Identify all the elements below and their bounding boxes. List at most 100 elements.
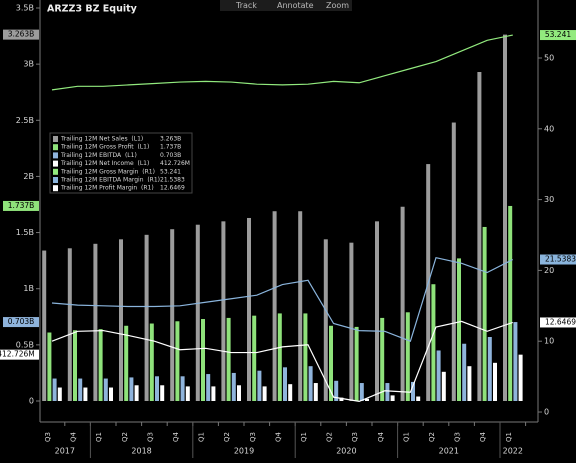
year-label: 2020 xyxy=(336,447,356,456)
bar xyxy=(303,313,308,402)
y2-tick-label: 0 xyxy=(544,408,549,417)
x-tick-label: Q4 xyxy=(377,431,385,442)
legend-swatch xyxy=(53,136,58,142)
bar xyxy=(385,383,390,402)
year-label: 2022 xyxy=(503,447,523,456)
line xyxy=(51,320,513,403)
chart-title: ARZZ3 BZ Equity xyxy=(47,4,138,15)
legend: Trailing 12M Net Sales (L1) 3.263B Trailin… xyxy=(49,132,193,194)
bar xyxy=(365,398,369,402)
bar xyxy=(272,211,277,402)
annotate-button[interactable]: Annotate xyxy=(277,1,314,10)
legend-label: Trailing 12M Gross Margin (R1) xyxy=(60,168,155,175)
value-tag xyxy=(3,317,39,328)
bar xyxy=(206,374,211,402)
bar xyxy=(149,323,154,402)
y-tick-label: 2B xyxy=(23,172,34,181)
bar xyxy=(98,329,103,402)
x-tick-label: Q4 xyxy=(274,431,282,442)
line xyxy=(51,256,514,343)
bar xyxy=(477,72,482,402)
y-tick-label: 1.5B xyxy=(16,228,34,237)
y2-tick-label: 10 xyxy=(544,337,554,346)
bar xyxy=(416,396,421,402)
legend-swatch xyxy=(53,144,58,151)
toolbar xyxy=(220,0,352,11)
bar xyxy=(359,383,364,402)
bar xyxy=(467,366,472,402)
bar xyxy=(67,248,72,402)
bar xyxy=(349,242,354,402)
x-tick-label: Q1 xyxy=(95,432,103,442)
bar xyxy=(155,376,159,402)
y-tick-label: 0.5B xyxy=(16,340,34,349)
x-tick-label: Q1 xyxy=(300,432,308,442)
legend-value: 412.726M xyxy=(160,160,190,167)
bar xyxy=(508,205,513,402)
year-label: 2019 xyxy=(234,447,254,456)
bar xyxy=(313,383,318,402)
bar xyxy=(109,387,113,402)
y2-tick-label: 50 xyxy=(544,53,554,62)
year-label: 2017 xyxy=(55,447,75,456)
bar xyxy=(73,330,77,402)
bar xyxy=(262,386,267,402)
bar xyxy=(288,384,293,402)
value-tag-label: 21.5383 xyxy=(545,255,576,264)
bar xyxy=(380,317,385,402)
x-tick-label: Q4 xyxy=(172,431,180,442)
legend-swatch xyxy=(53,168,58,175)
legend-value: 0.703B xyxy=(160,152,181,159)
bar xyxy=(201,319,205,402)
legend-value: 3.263B xyxy=(160,136,181,143)
value-tag xyxy=(3,200,39,211)
bar xyxy=(503,34,507,402)
track-button[interactable]: Track xyxy=(235,1,257,10)
y2-tick-label: 40 xyxy=(544,124,554,133)
bar xyxy=(144,234,149,402)
value-tag-label: 0.703B xyxy=(8,317,35,326)
value-tag xyxy=(540,254,576,265)
bar xyxy=(124,325,129,402)
bar xyxy=(211,386,216,402)
value-tag xyxy=(3,29,39,40)
y-tick-label: 2.5B xyxy=(16,116,34,125)
bar xyxy=(411,381,415,402)
legend-label: Trailing 12M Gross Profit (L1) xyxy=(60,144,149,151)
zoom-button[interactable]: Zoom xyxy=(326,1,349,10)
bar xyxy=(252,315,257,402)
bar xyxy=(457,258,461,402)
bar xyxy=(134,385,139,402)
bar xyxy=(170,229,175,402)
y-tick-label: 3.5B xyxy=(16,4,34,13)
bar xyxy=(462,343,467,402)
bar xyxy=(405,312,410,402)
bar xyxy=(431,284,436,402)
bar xyxy=(78,378,83,402)
bar xyxy=(83,387,88,402)
bar xyxy=(339,397,344,402)
legend-swatch xyxy=(53,177,58,183)
value-tag-label: 53.241 xyxy=(545,30,571,39)
legend-swatch xyxy=(53,160,58,167)
bar xyxy=(42,250,47,402)
bar xyxy=(323,239,328,402)
bar xyxy=(47,332,52,402)
bar xyxy=(354,326,359,402)
line xyxy=(51,34,513,91)
legend-box xyxy=(49,132,193,194)
bar xyxy=(257,370,262,402)
bar xyxy=(441,371,446,402)
legend-value: 12.6469 xyxy=(160,185,185,192)
bar xyxy=(329,325,333,402)
bar xyxy=(518,354,523,402)
x-tick-label: Q1 xyxy=(402,432,410,442)
value-tag xyxy=(540,30,576,41)
legend-label: Trailing 12M Profit Margin (R1) xyxy=(60,185,154,192)
bar xyxy=(436,350,441,402)
bar xyxy=(226,317,231,402)
bar xyxy=(160,385,165,402)
bar xyxy=(487,336,492,402)
